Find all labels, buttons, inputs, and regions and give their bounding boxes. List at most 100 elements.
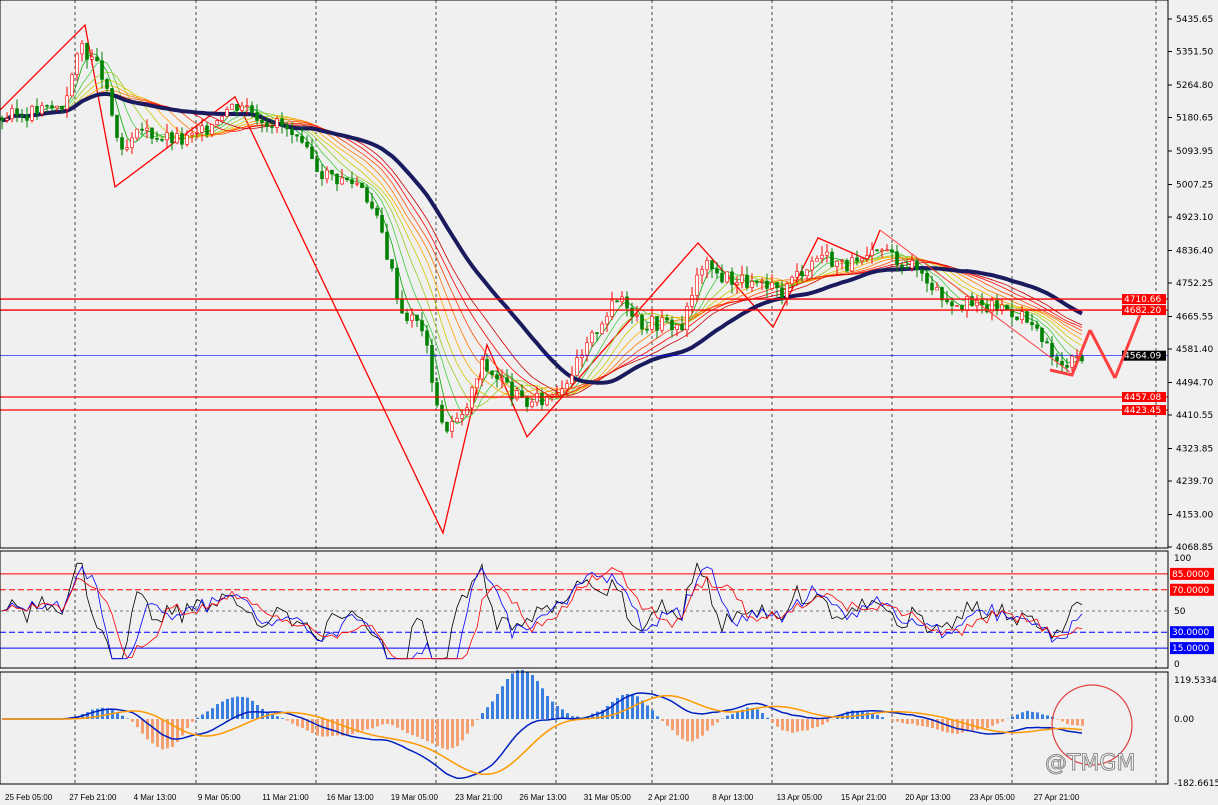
macd-bar [696, 719, 699, 739]
time-label: 16 Mar 13:00 [327, 793, 375, 802]
candle [715, 268, 719, 274]
macd-bar [96, 708, 99, 719]
time-label: 27 Feb 21:00 [69, 793, 117, 802]
macd-bar [221, 701, 224, 719]
osc-line [1, 562, 1083, 660]
candle [145, 127, 149, 131]
osc-level-label: 70.0000 [1172, 586, 1209, 596]
candle [135, 128, 139, 139]
macd-bar [661, 719, 664, 722]
macd-bar [1036, 712, 1039, 719]
macd-bar [211, 708, 214, 719]
candle [730, 271, 734, 285]
zigzag-line [0, 23, 881, 535]
candle [190, 133, 194, 136]
price-tick-label: 4581.40 [1176, 345, 1213, 355]
candle [150, 127, 154, 139]
macd-bar [436, 719, 439, 746]
candles [0, 40, 1084, 439]
candle [755, 281, 759, 283]
candle [80, 43, 84, 55]
macd-bar [151, 719, 154, 744]
candle [1045, 341, 1049, 344]
candle [810, 260, 814, 271]
macd-bar [216, 704, 219, 719]
candle [900, 264, 904, 268]
candle [1030, 322, 1034, 326]
macd-bar [396, 719, 399, 728]
main-frame [0, 0, 1169, 549]
candle [725, 271, 729, 283]
macd-bar [601, 709, 604, 719]
candle [70, 74, 74, 97]
macd-bar [816, 719, 819, 727]
macd-bar [971, 719, 974, 731]
candle [505, 377, 509, 383]
candle [630, 307, 634, 317]
candle [450, 421, 454, 432]
candle [85, 43, 89, 60]
candle [425, 330, 429, 346]
macd-bar [391, 719, 394, 726]
candle [760, 280, 764, 283]
candle [460, 414, 464, 419]
osc-level-label: 30.0000 [1172, 628, 1209, 638]
macd-bar [196, 717, 199, 719]
macd-bar [821, 719, 824, 725]
macd-bar [306, 719, 309, 731]
candle [675, 324, 679, 330]
macd-bar [461, 719, 464, 741]
candle [225, 109, 229, 117]
candle [1080, 355, 1084, 362]
macd-bar [146, 719, 149, 740]
level-tag [1122, 294, 1166, 305]
macd-bar [916, 719, 919, 726]
macd-bar [241, 696, 244, 719]
macd-bar [616, 697, 619, 719]
macd-bar [101, 707, 104, 719]
macd-bar [301, 719, 304, 729]
candle [110, 88, 114, 116]
macd-bar [401, 719, 404, 731]
candle [580, 354, 584, 358]
candle [1010, 309, 1014, 318]
macd-bar [271, 714, 274, 719]
candle [345, 177, 349, 181]
macd-pane: 119.5334 0.00 -182.6615 [2, 669, 1218, 789]
candle [430, 344, 434, 383]
candle [335, 173, 339, 185]
macd-bar [966, 719, 969, 732]
candle [25, 115, 29, 121]
candle [990, 300, 994, 313]
ma-line [1, 60, 1083, 418]
candle [585, 342, 589, 356]
candle [905, 267, 909, 269]
price-tick-label: 4068.85 [1176, 543, 1213, 553]
macd-bar [921, 719, 924, 727]
candle [360, 182, 364, 188]
osc-tick: 0 [1174, 660, 1180, 670]
macd-bar [756, 709, 759, 719]
candle [205, 125, 209, 135]
level-tag [1122, 350, 1166, 361]
price-tick-label: 4923.10 [1176, 213, 1213, 223]
candle [940, 287, 944, 301]
macd-bar [506, 679, 509, 719]
macd-bar [876, 714, 879, 719]
macd-bar [361, 719, 364, 731]
macd-bar [531, 675, 534, 719]
highlight-circle [1051, 684, 1133, 766]
time-label: 27 Apr 21:00 [1034, 793, 1080, 802]
forecast-arrow [1113, 314, 1142, 379]
macd-bar [451, 719, 454, 749]
candle [600, 323, 604, 334]
macd-bar [501, 686, 504, 719]
candle [1000, 304, 1004, 312]
osc-level-tag [1170, 626, 1214, 639]
macd-bar [186, 719, 189, 729]
candle [475, 378, 479, 389]
candle [445, 421, 449, 432]
macd-bar [486, 707, 489, 719]
candle [220, 116, 224, 122]
